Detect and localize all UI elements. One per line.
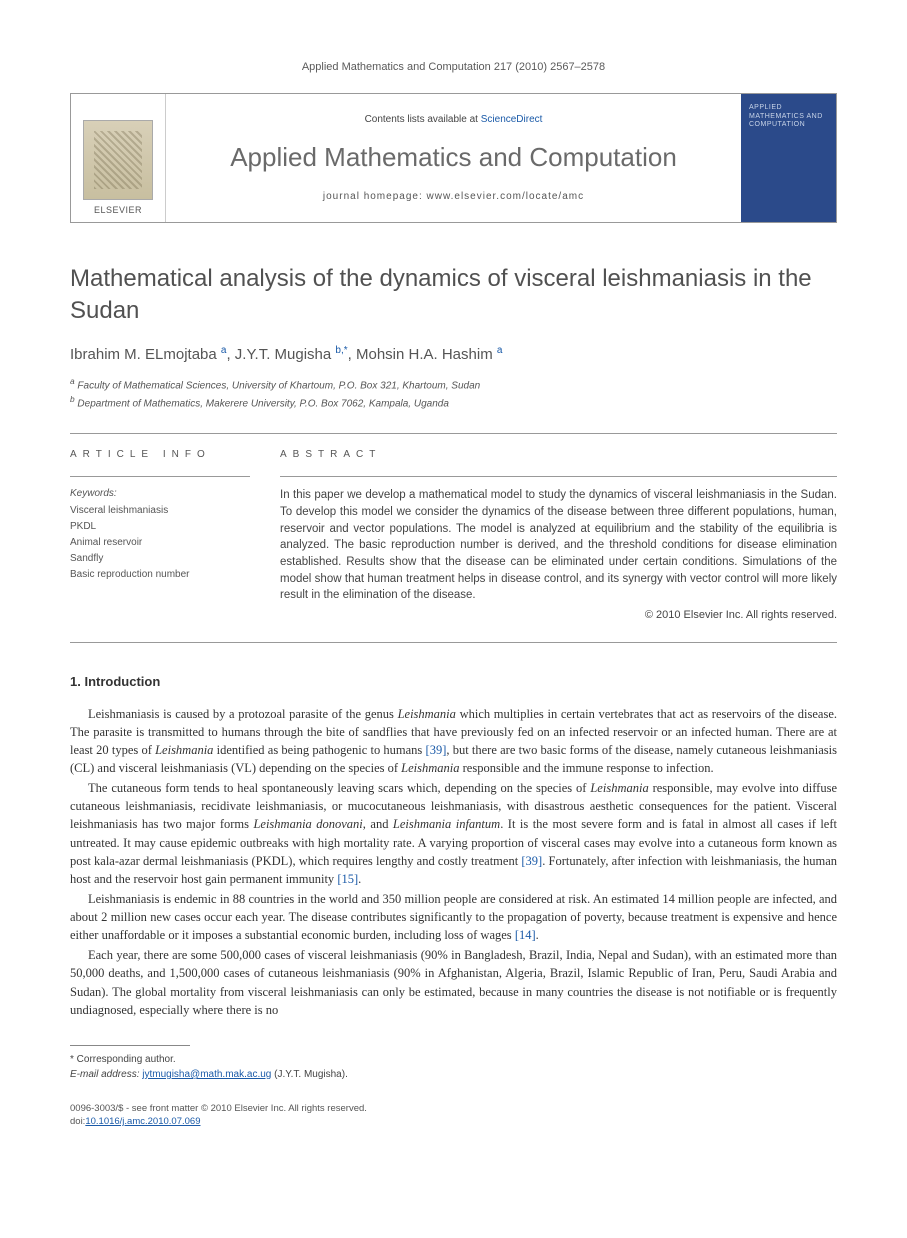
abstract-copyright: © 2010 Elsevier Inc. All rights reserved… [280, 608, 837, 623]
paper-title: Mathematical analysis of the dynamics of… [70, 263, 837, 325]
footnote-separator [70, 1045, 190, 1046]
body-text: Leishmaniasis is caused by a protozoal p… [70, 705, 837, 1019]
keywords-label: Keywords: [70, 487, 250, 501]
cover-label: APPLIED MATHEMATICS AND COMPUTATION [749, 104, 828, 129]
keywords-list: Visceral leishmaniasisPKDLAnimal reservo… [70, 503, 250, 583]
corresponding-email-link[interactable]: jytmugisha@math.mak.ac.ug [142, 1069, 271, 1080]
doi-link[interactable]: 10.1016/j.amc.2010.07.069 [85, 1116, 200, 1127]
issn-line: 0096-3003/$ - see front matter © 2010 El… [70, 1102, 837, 1115]
contents-prefix: Contents lists available at [365, 114, 481, 125]
abstract-label: ABSTRACT [280, 448, 837, 462]
footer-block: 0096-3003/$ - see front matter © 2010 El… [70, 1102, 837, 1129]
journal-cover-thumbnail: APPLIED MATHEMATICS AND COMPUTATION [741, 94, 836, 222]
abstract-text: In this paper we develop a mathematical … [280, 487, 837, 604]
publisher-label: ELSEVIER [94, 204, 142, 217]
running-head: Applied Mathematics and Computation 217 … [70, 60, 837, 75]
author-list: Ibrahim M. ELmojtaba a, J.Y.T. Mugisha b… [70, 344, 837, 365]
masthead-center: Contents lists available at ScienceDirec… [166, 94, 741, 222]
intro-heading: 1. Introduction [70, 673, 837, 691]
email-label: E-mail address: [70, 1069, 139, 1080]
email-line: E-mail address: jytmugisha@math.mak.ac.u… [70, 1067, 837, 1082]
rule-bottom [70, 642, 837, 643]
article-info-column: ARTICLE INFO Keywords: Visceral leishman… [70, 448, 250, 623]
corresponding-author-note: * Corresponding author. [70, 1052, 837, 1067]
article-info-label: ARTICLE INFO [70, 448, 250, 462]
footnote-block: * Corresponding author. E-mail address: … [70, 1052, 837, 1082]
publisher-block: ELSEVIER [71, 94, 166, 222]
sciencedirect-link[interactable]: ScienceDirect [481, 114, 543, 125]
doi-line: doi:10.1016/j.amc.2010.07.069 [70, 1115, 837, 1128]
journal-homepage: journal homepage: www.elsevier.com/locat… [323, 190, 584, 204]
journal-masthead: ELSEVIER Contents lists available at Sci… [70, 93, 837, 223]
elsevier-tree-icon [83, 120, 153, 200]
contents-available-line: Contents lists available at ScienceDirec… [365, 113, 543, 127]
affiliations: a Faculty of Mathematical Sciences, Univ… [70, 375, 837, 412]
abstract-column: ABSTRACT In this paper we develop a math… [280, 448, 837, 623]
email-author-suffix: (J.Y.T. Mugisha). [274, 1069, 348, 1080]
journal-title: Applied Mathematics and Computation [230, 139, 677, 175]
doi-prefix: doi: [70, 1116, 85, 1127]
